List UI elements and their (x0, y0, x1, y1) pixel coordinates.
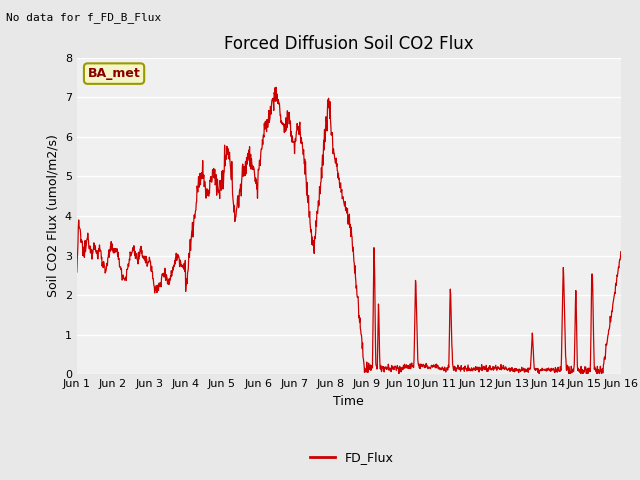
Text: BA_met: BA_met (88, 67, 140, 80)
Text: No data for f_FD_B_Flux: No data for f_FD_B_Flux (6, 12, 162, 23)
Legend: FD_Flux: FD_Flux (305, 446, 399, 469)
X-axis label: Time: Time (333, 395, 364, 408)
Title: Forced Diffusion Soil CO2 Flux: Forced Diffusion Soil CO2 Flux (224, 35, 474, 53)
Y-axis label: Soil CO2 Flux (umol/m2/s): Soil CO2 Flux (umol/m2/s) (46, 134, 60, 298)
